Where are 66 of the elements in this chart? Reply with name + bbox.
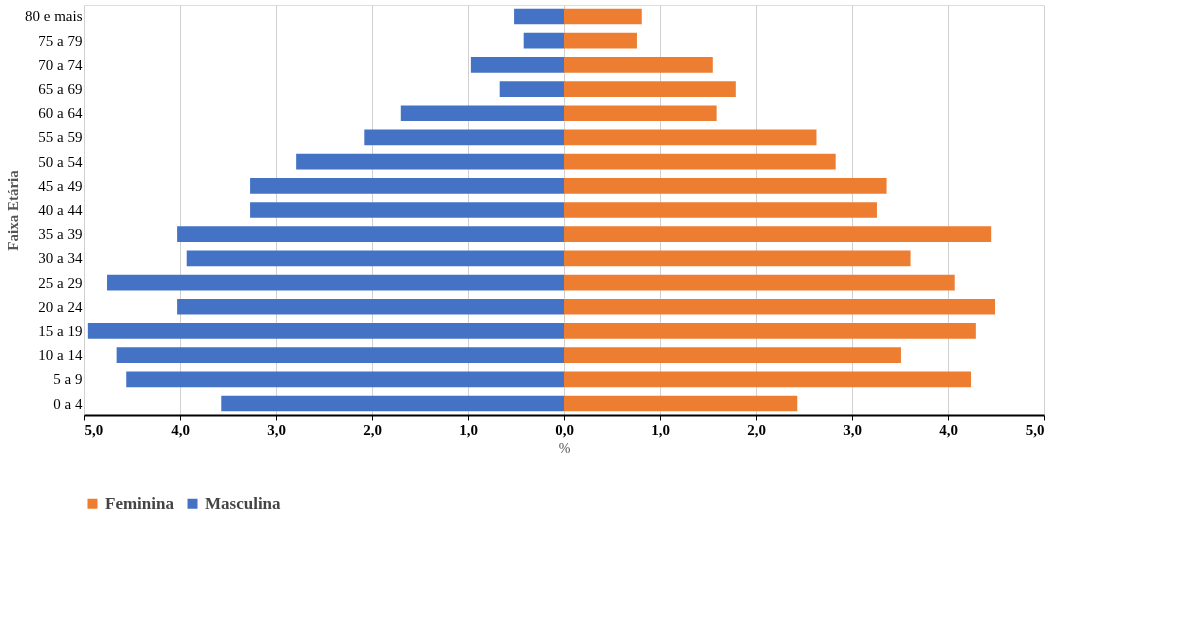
y-tick-label: 0 a 4 bbox=[53, 395, 83, 412]
bar bbox=[177, 298, 564, 315]
y-tick-label: 25 a 29 bbox=[38, 274, 83, 291]
x-tick-label: 0,0 bbox=[555, 421, 574, 438]
x-tick-label: 5,0 bbox=[84, 421, 104, 438]
x-tick-label: 4,0 bbox=[171, 421, 190, 438]
y-tick-label: 65 a 69 bbox=[38, 81, 83, 98]
y-tick-label: 50 a 54 bbox=[38, 153, 83, 170]
bar bbox=[126, 371, 564, 388]
x-tick-label: 1,0 bbox=[459, 421, 478, 438]
bar bbox=[564, 105, 717, 122]
legend-label: Masculina bbox=[205, 493, 282, 513]
bar bbox=[564, 323, 976, 339]
bar bbox=[177, 226, 564, 243]
y-tick-label: 70 a 74 bbox=[38, 56, 83, 73]
bar bbox=[250, 177, 564, 194]
y-tick-label: 40 a 44 bbox=[38, 202, 83, 218]
bar bbox=[564, 347, 901, 363]
bar bbox=[250, 202, 564, 218]
bar bbox=[221, 395, 564, 412]
x-tick-label: 2,0 bbox=[363, 421, 382, 438]
x-tick-label: 1,0 bbox=[651, 421, 670, 438]
y-tick-label: 60 a 64 bbox=[38, 105, 83, 122]
y-tick-label: 20 a 24 bbox=[38, 298, 83, 315]
x-tick-label: 3,0 bbox=[843, 421, 862, 438]
y-tick-label: 15 a 19 bbox=[38, 322, 83, 339]
bar bbox=[564, 202, 877, 218]
bar bbox=[186, 250, 564, 267]
y-tick-label: 55 a 59 bbox=[38, 129, 83, 146]
y-tick-label: 10 a 14 bbox=[38, 347, 83, 364]
x-tick-label: 2,0 bbox=[747, 421, 766, 438]
bar bbox=[564, 32, 637, 49]
bar bbox=[87, 323, 564, 339]
bar bbox=[107, 274, 564, 291]
bar bbox=[564, 371, 972, 388]
bar bbox=[364, 129, 564, 146]
bar bbox=[400, 105, 564, 122]
bar bbox=[523, 32, 564, 49]
bar bbox=[296, 153, 564, 170]
bar bbox=[564, 129, 817, 146]
x-axis-title: % bbox=[558, 440, 571, 456]
x-tick-label: 4,0 bbox=[939, 421, 958, 438]
y-tick-label: 75 a 79 bbox=[38, 32, 83, 49]
bar bbox=[564, 57, 713, 73]
bar bbox=[564, 153, 836, 170]
x-tick-label: 3,0 bbox=[267, 421, 286, 438]
bar bbox=[564, 298, 996, 315]
bar bbox=[470, 57, 564, 73]
x-tick-label: 5,0 bbox=[1025, 421, 1045, 438]
bar bbox=[564, 81, 736, 97]
y-axis-title: Faixa Etária bbox=[5, 169, 22, 251]
bar bbox=[564, 177, 887, 194]
bar bbox=[514, 8, 564, 25]
bar bbox=[116, 347, 564, 363]
y-tick-label: 35 a 39 bbox=[38, 226, 83, 243]
y-tick-label: 45 a 49 bbox=[38, 177, 83, 194]
bar bbox=[564, 226, 992, 243]
bar bbox=[499, 81, 564, 97]
y-tick-label: 30 a 34 bbox=[38, 250, 83, 267]
bar bbox=[564, 250, 911, 267]
bar bbox=[564, 395, 798, 412]
legend-label: Feminina bbox=[105, 493, 175, 513]
y-tick-label: 5 a 9 bbox=[53, 371, 83, 388]
bar bbox=[564, 274, 955, 291]
y-tick-label: 80 e mais bbox=[25, 8, 83, 25]
bar bbox=[564, 8, 642, 25]
